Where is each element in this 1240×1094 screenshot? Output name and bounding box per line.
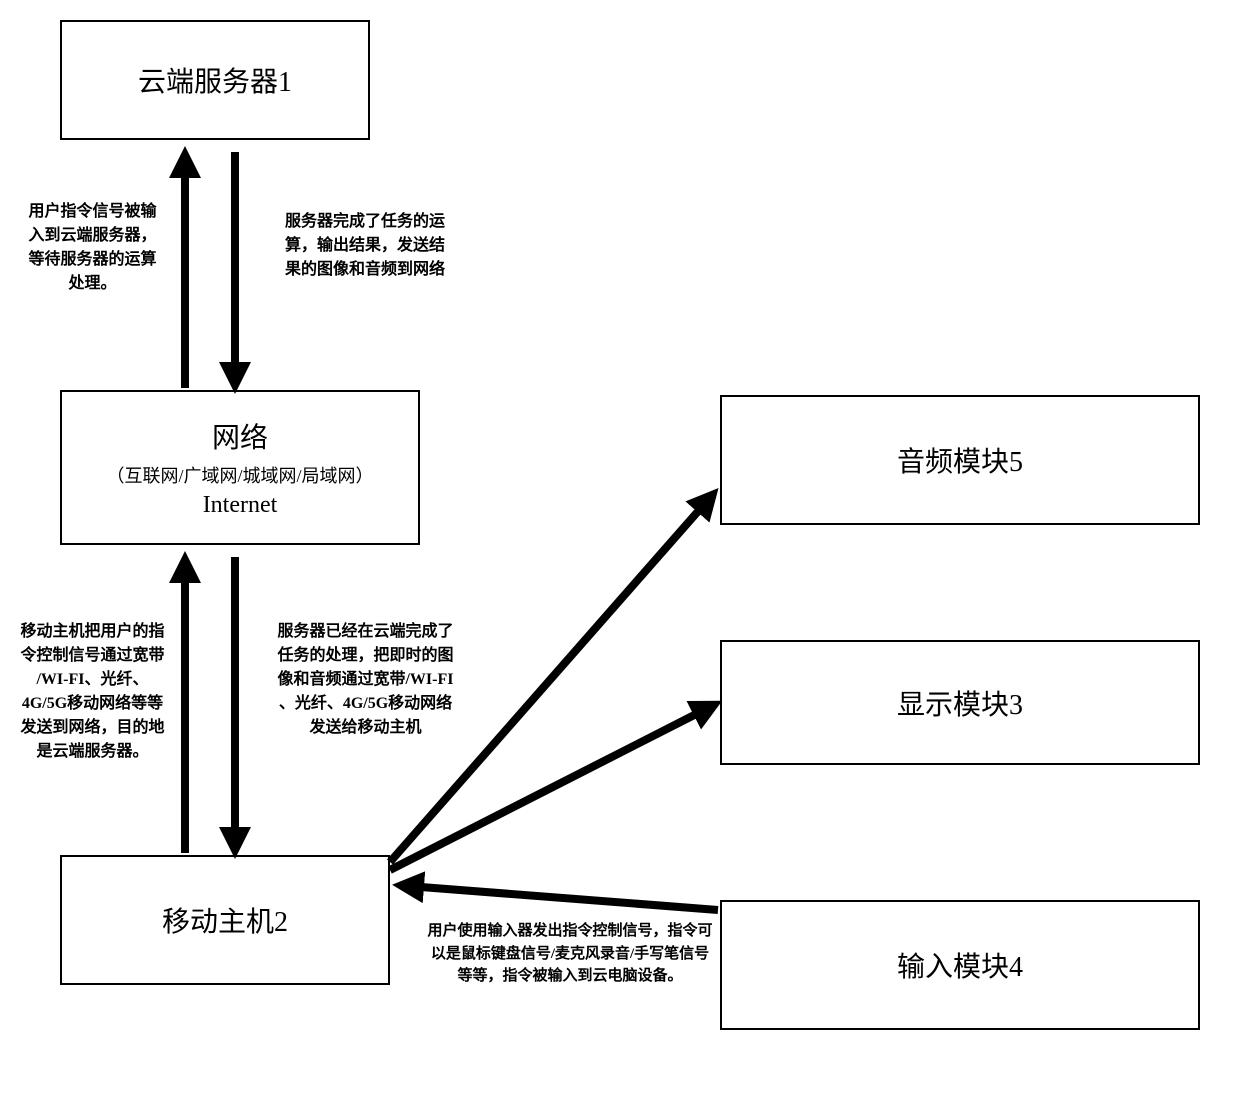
cloud-server-box: 云端服务器1 [60, 20, 370, 140]
network-box: 网络 （互联网/广域网/城域网/局域网） Internet [60, 390, 420, 545]
mobile-host-label: 移动主机2 [162, 900, 288, 940]
network-label-sub: （互联网/广域网/城域网/局域网） [106, 462, 373, 488]
annotation-up-left-2: 移动主机把用户的指 令控制信号通过宽带 /WI-FI、光纤、 4G/5G移动网络… [5, 620, 180, 764]
mobile-host-box: 移动主机2 [60, 855, 390, 985]
annotation-up-left-1: 用户指令信号被输 入到云端服务器， 等待服务器的运算 处理。 [10, 200, 175, 296]
cloud-server-label: 云端服务器1 [138, 60, 292, 100]
network-label-main: 网络 [212, 416, 268, 456]
display-module-label: 显示模块3 [897, 683, 1023, 723]
annotation-down-right-2: 服务器已经在云端完成了 任务的处理，把即时的图 像和音频通过宽带/WI-FI 、… [258, 620, 473, 740]
display-module-box: 显示模块3 [720, 640, 1200, 765]
input-module-box: 输入模块4 [720, 900, 1200, 1030]
arrow-input-to-mobile [408, 886, 718, 910]
audio-module-label: 音频模块5 [897, 440, 1023, 480]
network-label-en: Internet [203, 492, 278, 519]
audio-module-box: 音频模块5 [720, 395, 1200, 525]
input-module-label: 输入模块4 [897, 945, 1023, 985]
annotation-input-note: 用户使用输入器发出指令控制信号，指令可 以是鼠标键盘信号/麦克风录音/手写笔信号… [400, 920, 740, 988]
annotation-down-right-1: 服务器完成了任务的运 算，输出结果，发送结 果的图像和音频到网络 [260, 210, 470, 282]
